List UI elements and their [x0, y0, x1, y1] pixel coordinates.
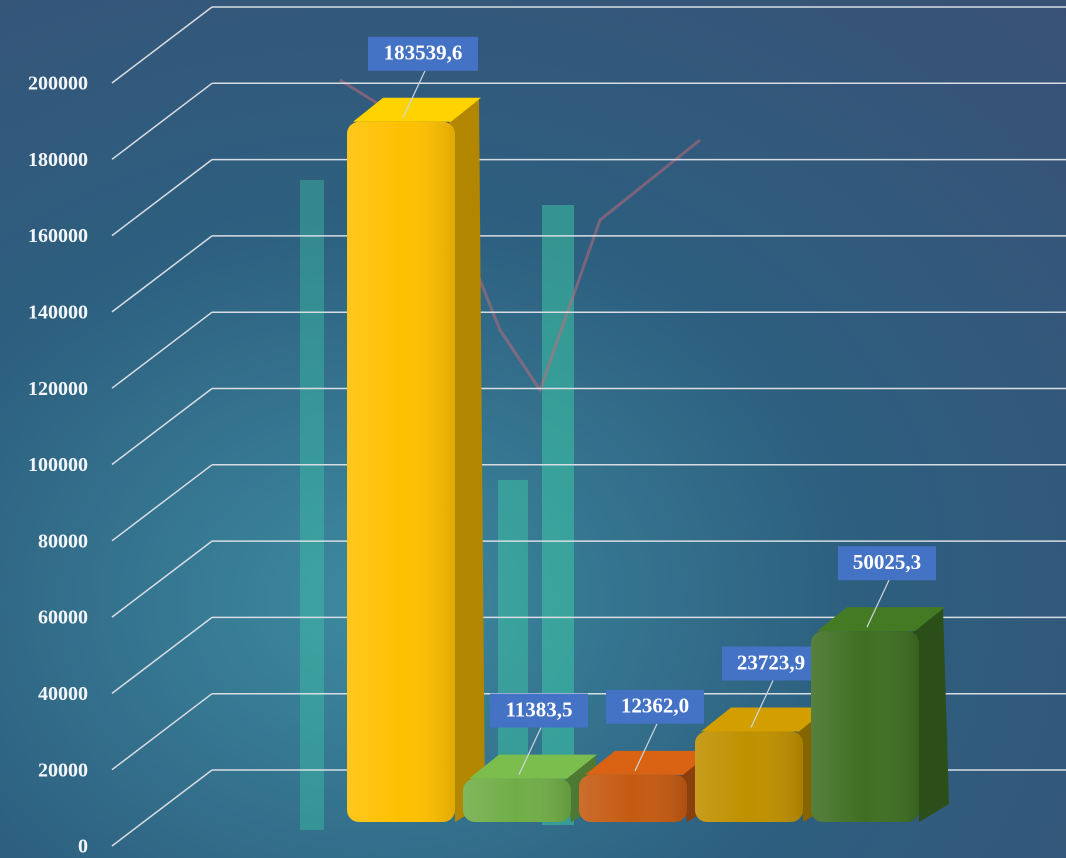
bar-side: [449, 97, 485, 822]
grid-line: [111, 387, 213, 466]
y-tick-label: 160000: [28, 225, 88, 247]
y-tick-label: 20000: [38, 759, 88, 781]
y-tick-label: 200000: [28, 73, 88, 95]
grid-line: [111, 616, 213, 694]
bar-side: [913, 607, 949, 822]
y-tick-label: 0: [78, 836, 88, 858]
bar-shine: [579, 774, 687, 822]
value-label-box: [490, 693, 588, 728]
y-tick-label: 120000: [28, 378, 88, 400]
bar-top: [353, 97, 481, 122]
value-label: 50025,3: [853, 550, 921, 574]
leader-line: [866, 579, 890, 628]
bar-shine: [811, 631, 919, 822]
grid-line: [111, 540, 213, 618]
y-tick-label: 60000: [38, 607, 88, 629]
bar-shine: [695, 731, 803, 822]
y-tick-label: 40000: [38, 683, 88, 705]
grid-line: [111, 693, 213, 771]
value-label-box: [368, 36, 478, 71]
value-label-box: [838, 546, 936, 581]
grid-line: [111, 235, 213, 313]
bar-top: [817, 607, 945, 632]
leader-line: [750, 680, 774, 728]
y-tick-label: 80000: [38, 530, 88, 552]
value-label-box: [606, 689, 704, 724]
value-label-box: [722, 646, 820, 681]
grid-line: [111, 311, 213, 389]
value-label: 12362,0: [621, 694, 689, 718]
grid-line: [111, 464, 213, 542]
bar-top: [701, 707, 829, 732]
leader-line: [402, 70, 426, 119]
value-label: 183539,6: [384, 41, 463, 65]
decor: [542, 205, 574, 825]
bar-top: [469, 754, 597, 779]
y-tick-label: 180000: [28, 149, 88, 171]
grid-line: [111, 769, 213, 847]
bar-shine: [463, 778, 571, 822]
y-tick-label: 140000: [28, 301, 88, 323]
grid-line: [111, 6, 213, 84]
y-tick-label: 100000: [28, 454, 88, 476]
decor: [300, 180, 324, 830]
bar-top: [585, 750, 713, 775]
grid-line: [111, 159, 213, 237]
value-label: 11383,5: [505, 697, 572, 721]
leader-line: [518, 727, 542, 775]
grid-line: [111, 82, 213, 160]
bar-shine: [347, 121, 455, 822]
value-label: 23723,9: [737, 650, 805, 674]
leader-line: [634, 723, 658, 772]
